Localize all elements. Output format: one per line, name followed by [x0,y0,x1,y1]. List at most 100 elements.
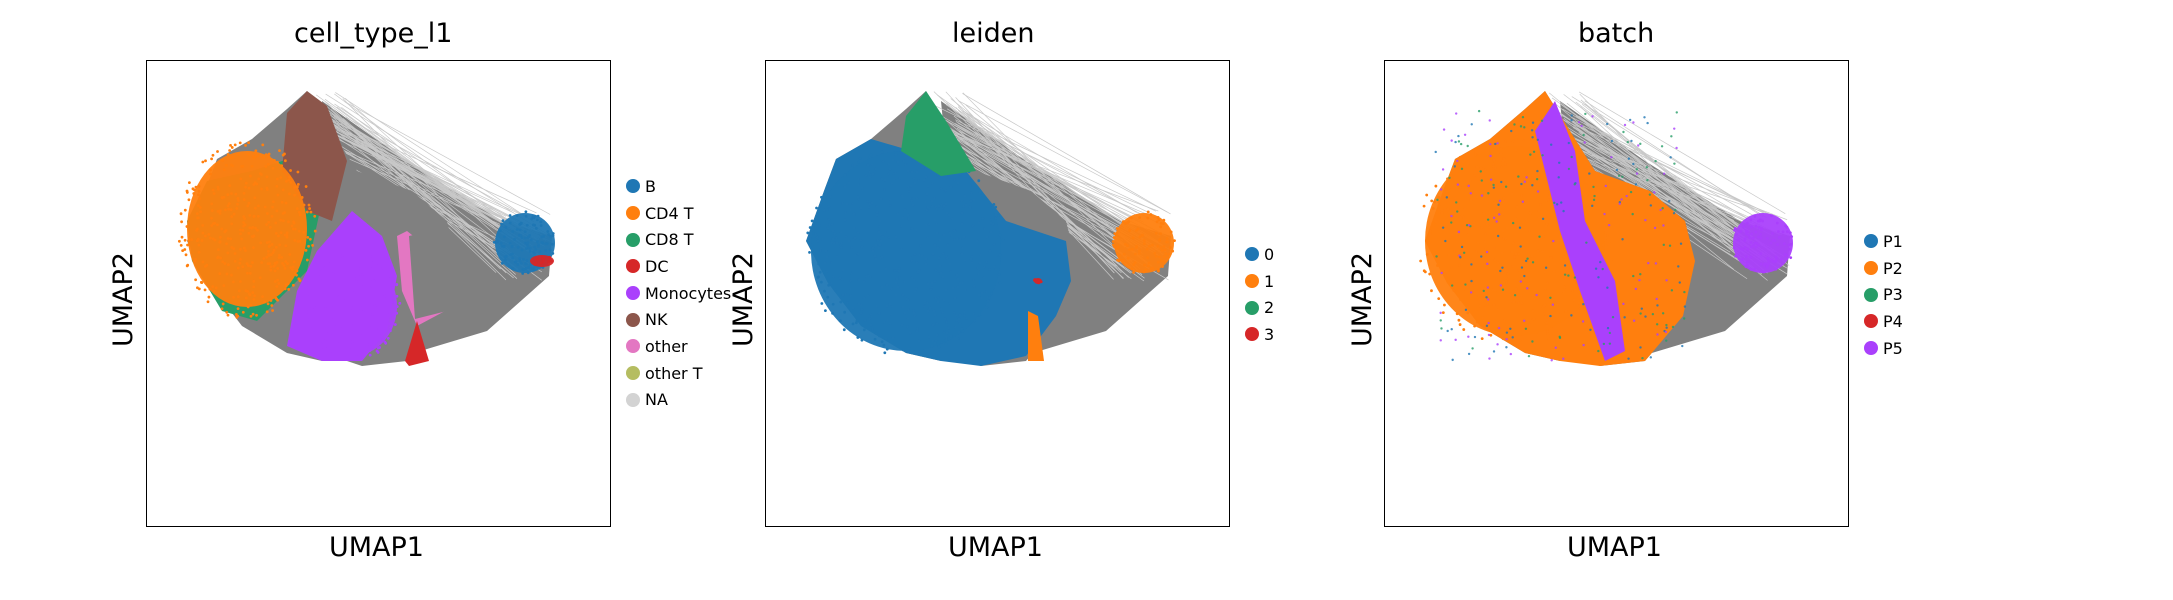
cell-point [335,349,339,353]
legend-item: other [626,333,731,360]
cell-point [1514,217,1518,221]
cell-point [970,191,973,195]
cell-point [1601,267,1604,271]
cell-point [300,196,304,199]
cell-point [1656,304,1659,307]
cell-point [338,339,342,343]
cell-point [874,257,878,261]
cell-point [513,237,516,241]
cell-point [392,313,395,316]
cell-point [1571,277,1575,281]
edge-line [334,103,537,239]
cell-point [284,244,288,248]
cell-point [1531,184,1534,187]
cell-point [1519,245,1522,248]
cell-point [322,318,326,322]
cell-point [1459,256,1462,259]
cell-point [260,154,263,158]
cell-point [295,207,299,211]
cell-point [1510,192,1514,196]
cell-point [367,281,370,285]
monocyte-cluster [305,250,402,360]
cell-point [1620,198,1623,201]
cell-point [1671,325,1675,329]
cell-point [379,334,383,338]
cell-point [1466,144,1469,148]
cell-point [1599,260,1602,264]
cell-point [972,284,976,288]
edge-line [1560,122,1740,236]
cell-point [284,201,288,205]
cell-point [1739,229,1743,233]
cell-point [924,175,928,179]
cell-point [1453,250,1456,254]
cell-point [1744,229,1748,233]
cell-point [357,298,360,302]
cell-point [1480,337,1484,341]
cell-point [1750,232,1754,236]
legend-item: P2 [1864,255,1903,282]
legend-label: P2 [1883,258,1903,278]
cell-point [1464,308,1468,312]
cell-point [311,273,315,277]
cell-point [960,252,964,256]
cell-point [891,158,895,162]
legend-label: Monocytes [645,283,732,303]
cell-point [229,208,233,212]
cell-point [1166,240,1169,244]
cell-point [958,322,962,325]
cell-point [985,235,989,239]
cell-point [1146,210,1150,214]
cell-point [272,158,276,162]
cell-point [248,226,252,230]
cell-point [526,271,530,275]
cell-point [902,159,906,163]
edge-line [931,115,1141,275]
cell-point [850,309,853,312]
cell-point [889,313,893,317]
edge-line [962,110,1143,235]
cell-point [391,321,395,325]
cell-point [1439,339,1442,342]
cell-point [1441,168,1445,171]
cell-point [212,289,216,293]
cell-point [950,217,954,221]
cell-point [873,254,877,258]
x-axis-label: UMAP1 [329,532,424,563]
cell-point [1545,324,1549,327]
cell-point [320,315,324,319]
cell-point [395,283,399,286]
cell-point [1553,201,1556,205]
cell-point [992,265,996,269]
cell-point [281,219,285,223]
cell-point [1607,223,1611,227]
cell-point [332,279,336,283]
cell-point [232,247,236,251]
cell-point [1509,327,1512,330]
cell-point [248,271,252,275]
cell-point [1645,166,1649,169]
cell-point [998,253,1002,257]
cell-point [1661,312,1665,315]
cell-point [856,195,860,199]
cell-point [1487,321,1490,325]
cell-point [239,232,242,236]
cell-point [233,259,237,263]
cell-point [941,275,945,279]
cell-point [1543,270,1547,274]
cell-point [1580,124,1583,128]
cell-point [1502,157,1506,160]
other-mask [409,233,447,319]
cell-point [1001,238,1005,242]
cell-point [342,299,346,303]
cell-point [1517,252,1520,256]
cell-point [1542,234,1545,238]
cell-point [278,253,281,257]
cell-point [905,297,909,301]
cell-point [329,272,333,275]
cell-point [1644,315,1647,318]
cell-point [1594,267,1598,270]
cell-point [1511,336,1514,339]
cluster-3 [1033,278,1043,285]
cell-point [260,261,264,265]
